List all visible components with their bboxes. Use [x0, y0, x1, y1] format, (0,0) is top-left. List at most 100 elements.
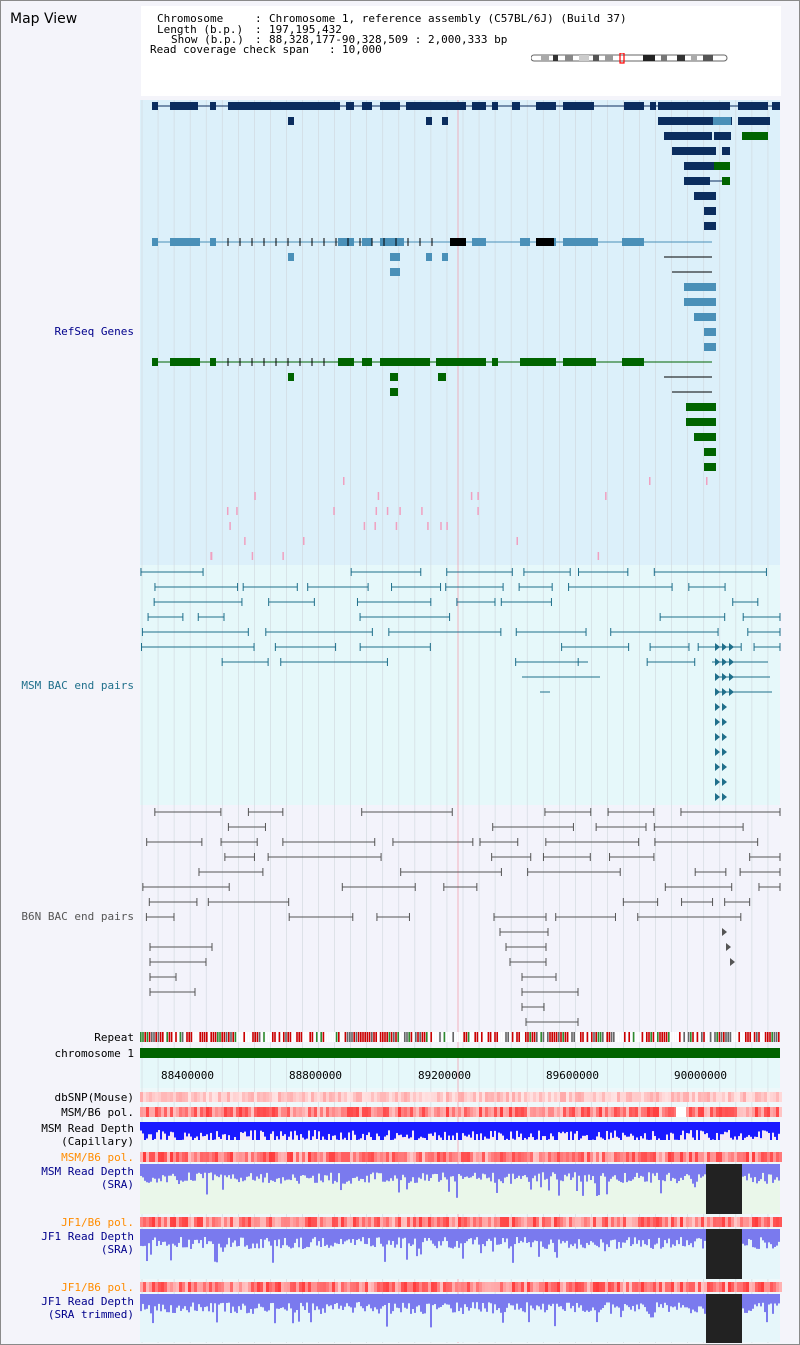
read-depth-bin: [458, 1122, 460, 1140]
polymorphism-bin: [335, 1282, 338, 1292]
polymorphism-bin: [314, 1152, 317, 1162]
read-depth-bin: [504, 1164, 506, 1178]
repeat-feature: [727, 1032, 729, 1042]
polymorphism-bin: [395, 1092, 398, 1102]
read-depth-bin: [508, 1294, 510, 1304]
polymorphism-bin: [239, 1107, 242, 1117]
read-depth-bin: [180, 1229, 182, 1238]
read-depth-bin: [202, 1164, 204, 1179]
read-depth-bin: [656, 1164, 658, 1173]
polymorphism-bin: [509, 1107, 512, 1117]
read-depth-bin: [406, 1229, 408, 1260]
read-depth-bin: [742, 1229, 744, 1244]
read-depth-bin: [516, 1229, 518, 1238]
polymorphism-bin: [362, 1217, 365, 1227]
polymorphism-bin: [659, 1107, 662, 1117]
repeat-feature: [250, 1032, 252, 1042]
read-depth-bin: [408, 1229, 410, 1244]
read-depth-bin: [544, 1229, 546, 1249]
polymorphism-bin: [353, 1217, 356, 1227]
polymorphism-bin: [254, 1092, 257, 1102]
polymorphism-bin: [176, 1282, 179, 1292]
polymorphism-bin: [719, 1092, 722, 1102]
read-depth-bin: [438, 1229, 440, 1242]
chromosome-ideogram[interactable]: [531, 53, 731, 65]
polymorphism-bin: [419, 1092, 422, 1102]
polymorphism-bin: [668, 1107, 671, 1117]
repeat-feature: [410, 1032, 413, 1042]
read-depth-bin: [190, 1122, 192, 1137]
repeat-feature: [421, 1032, 424, 1042]
read-depth-bin: [492, 1229, 494, 1252]
polymorphism-bin: [380, 1217, 383, 1227]
polymorphism-bin: [155, 1282, 158, 1292]
polymorphism-bin: [770, 1152, 773, 1162]
polymorphism-bin: [206, 1282, 209, 1292]
polymorphism-bin: [452, 1092, 455, 1102]
repeat-feature: [434, 1032, 437, 1042]
read-depth-bin: [752, 1294, 754, 1309]
polymorphism-bin: [425, 1152, 428, 1162]
snp-tick: [427, 522, 429, 530]
polymorphism-bin: [599, 1282, 602, 1292]
polymorphism-bin: [248, 1092, 251, 1102]
repeat-feature: [668, 1032, 670, 1042]
read-depth-bin: [556, 1229, 558, 1258]
polymorphism-bin: [710, 1217, 713, 1227]
read-depth-bin: [716, 1122, 718, 1133]
read-depth-bin: [538, 1164, 540, 1174]
polymorphism-bin: [275, 1217, 278, 1227]
polymorphism-bin: [611, 1217, 614, 1227]
polymorphism-bin: [389, 1282, 392, 1292]
polymorphism-bin: [485, 1217, 488, 1227]
polymorphism-bin: [779, 1282, 782, 1292]
read-depth-bin: [264, 1122, 266, 1137]
read-depth-bin: [772, 1229, 774, 1249]
snp-tick: [254, 492, 256, 500]
read-depth-bin: [648, 1294, 650, 1314]
polymorphism-bin: [740, 1092, 743, 1102]
polymorphism-bin: [599, 1092, 602, 1102]
read-depth-bin: [684, 1229, 686, 1247]
read-depth-bin: [386, 1164, 388, 1181]
read-depth-bin: [308, 1229, 310, 1248]
read-depth-bin: [214, 1164, 216, 1175]
polymorphism-bin: [695, 1217, 698, 1227]
polymorphism-bin: [563, 1282, 566, 1292]
read-depth-bin: [260, 1164, 262, 1175]
coverage-key: Read coverage check span: [150, 43, 309, 56]
axis-tick: 90000000: [674, 1069, 727, 1082]
read-depth-bin: [442, 1122, 444, 1140]
read-depth-bin: [178, 1164, 180, 1184]
polymorphism-bin: [371, 1282, 374, 1292]
read-depth-bin: [590, 1229, 592, 1242]
read-depth-bin: [184, 1164, 186, 1181]
polymorphism-bin: [515, 1152, 518, 1162]
polymorphism-bin: [701, 1107, 704, 1117]
read-depth-bin: [238, 1229, 240, 1246]
read-depth-bin: [652, 1164, 654, 1174]
read-depth-bin: [480, 1122, 482, 1134]
polymorphism-bin: [632, 1092, 635, 1102]
read-depth-bin: [778, 1294, 780, 1304]
track-label-jf1-b6-pol: JF1/B6 pol.: [61, 1216, 134, 1229]
gene-exon: [362, 358, 372, 366]
polymorphism-bin: [308, 1092, 311, 1102]
polymorphism-bin: [674, 1107, 677, 1117]
read-depth-bin: [484, 1164, 486, 1175]
read-depth-bin: [480, 1164, 482, 1180]
read-depth-bin: [276, 1294, 278, 1309]
polymorphism-bin: [473, 1217, 476, 1227]
polymorphism-bin: [308, 1282, 311, 1292]
read-depth-bin: [480, 1229, 482, 1254]
polymorphism-bin: [425, 1217, 428, 1227]
polymorphism-bin: [515, 1092, 518, 1102]
read-depth-bin: [516, 1164, 518, 1178]
polymorphism-bin: [422, 1092, 425, 1102]
polymorphism-bin: [722, 1092, 725, 1102]
read-depth-bin: [698, 1164, 700, 1175]
read-depth-bin: [758, 1229, 760, 1249]
polymorphism-bin: [419, 1152, 422, 1162]
polymorphism-bin: [719, 1152, 722, 1162]
